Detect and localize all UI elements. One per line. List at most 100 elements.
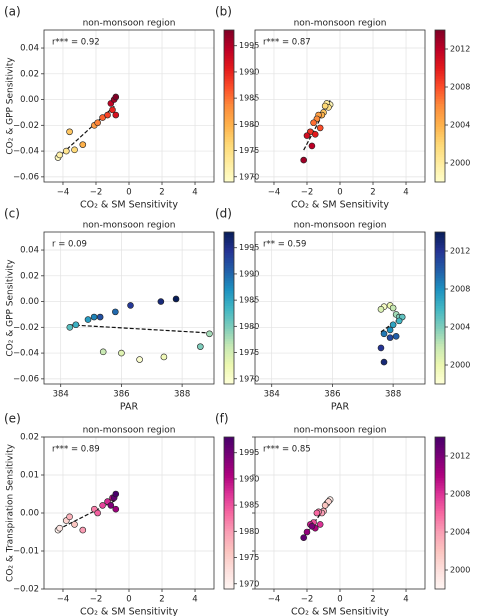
colorbar-cell [435,568,445,572]
point [321,102,329,110]
x-tick-label: 4 [192,188,197,198]
colorbar-cell [435,103,445,107]
y-tick-label: 0.02 [20,433,39,443]
colorbar-cell [224,525,234,529]
y-tick-label: 0.01 [20,471,39,481]
colorbar-cell [224,477,234,481]
colorbar-cell [224,535,234,539]
colorbar-cell [224,500,234,504]
colorbar-tick-label: 2008 [450,490,470,499]
colorbar-cell [224,47,234,51]
colorbar-tick-label: 1980 [239,120,259,129]
colorbar-cell [224,264,234,268]
trend-line [57,499,117,531]
colorbar-cell [435,566,445,570]
point [109,106,116,114]
colorbar-cell [224,366,234,370]
point [99,348,107,356]
colorbar-cell [224,174,234,178]
colorbar-cell [224,346,234,350]
point [112,93,120,101]
colorbar-cell [224,282,234,286]
point [71,146,78,154]
colorbar-cell [435,351,445,355]
colorbar-cell [435,305,445,309]
y-tick-label: −0.04 [13,349,39,359]
colorbar-tick-label: 1990 [239,67,259,76]
colorbar-tick-label: 2012 [450,247,470,256]
colorbar-cell [224,113,234,117]
colorbar-cell [224,363,234,367]
colorbar-cell [224,447,234,451]
colorbar-cell [435,510,445,514]
colorbar-cell [435,540,445,544]
colorbar-cell [224,106,234,110]
colorbar-cell [435,328,445,332]
colorbar-cell [435,551,445,555]
colorbar-cell [435,573,445,577]
point [62,147,70,155]
colorbar-cell [224,505,234,509]
colorbar-cell [224,133,234,137]
point [300,156,307,164]
colorbar-cell [435,52,445,56]
colorbar-cell [224,154,234,158]
y-axis-label: CO₂ & GPP Sensitivity [6,57,16,155]
colorbar-cell [435,40,445,44]
colorbar-cell [224,290,234,294]
colorbar-cell [224,548,234,552]
y-tick-label: −0.04 [13,147,39,157]
colorbar-cell [224,558,234,562]
colorbar-cell [224,361,234,365]
colorbar-cell [435,538,445,542]
point [56,151,63,159]
colorbar-cell [224,151,234,155]
x-axis-label: PAR [331,402,350,413]
point [206,330,213,338]
colorbar-frame [434,231,446,385]
y-tick-label: 0.04 [20,246,39,256]
colorbar-cell [435,442,445,446]
colorbar-cell [435,242,445,246]
colorbar-cell [224,262,234,266]
colorbar-cell [435,290,445,294]
colorbar-cell [224,259,234,263]
colorbar-cell [435,487,445,491]
colorbar-cell [224,138,234,142]
panel-label: (c) [4,207,20,221]
colorbar-cell [435,50,445,54]
colorbar-cell [435,533,445,537]
colorbar-cell [435,490,445,494]
colorbar-cell [224,257,234,261]
colorbar-cell [435,121,445,125]
colorbar-cell [224,340,234,344]
colorbar-cell [224,563,234,567]
colorbar-cell [435,277,445,281]
colorbar-tick-label: 2000 [450,361,470,370]
x-tick-label: 2 [159,188,164,198]
colorbar-cell [435,467,445,471]
point [71,521,78,528]
colorbar-cell [224,169,234,173]
colorbar-cell [224,523,234,527]
colorbar-tick-label: 1975 [239,553,259,562]
y-tick-label: 0.02 [20,271,39,281]
colorbar-tick-label: 2004 [450,121,470,130]
colorbar-cell [224,561,234,565]
colorbar-cell [224,545,234,549]
panel-title: non-monsoon region [294,19,387,29]
colorbar-cell [224,159,234,163]
colorbar-cell [435,378,445,382]
colorbar-cell [435,480,445,484]
colorbar-cell [435,320,445,324]
colorbar-cell [435,285,445,289]
colorbar-cell [435,348,445,352]
colorbar-cell [435,174,445,178]
colorbar-cell [435,78,445,82]
colorbar-cell [435,464,445,468]
colorbar-cell [435,166,445,170]
colorbar-cell [224,520,234,524]
colorbar-cell [224,32,234,36]
colorbar-tick-label: 1985 [239,501,259,510]
panel-title: non-monsoon region [294,221,387,231]
